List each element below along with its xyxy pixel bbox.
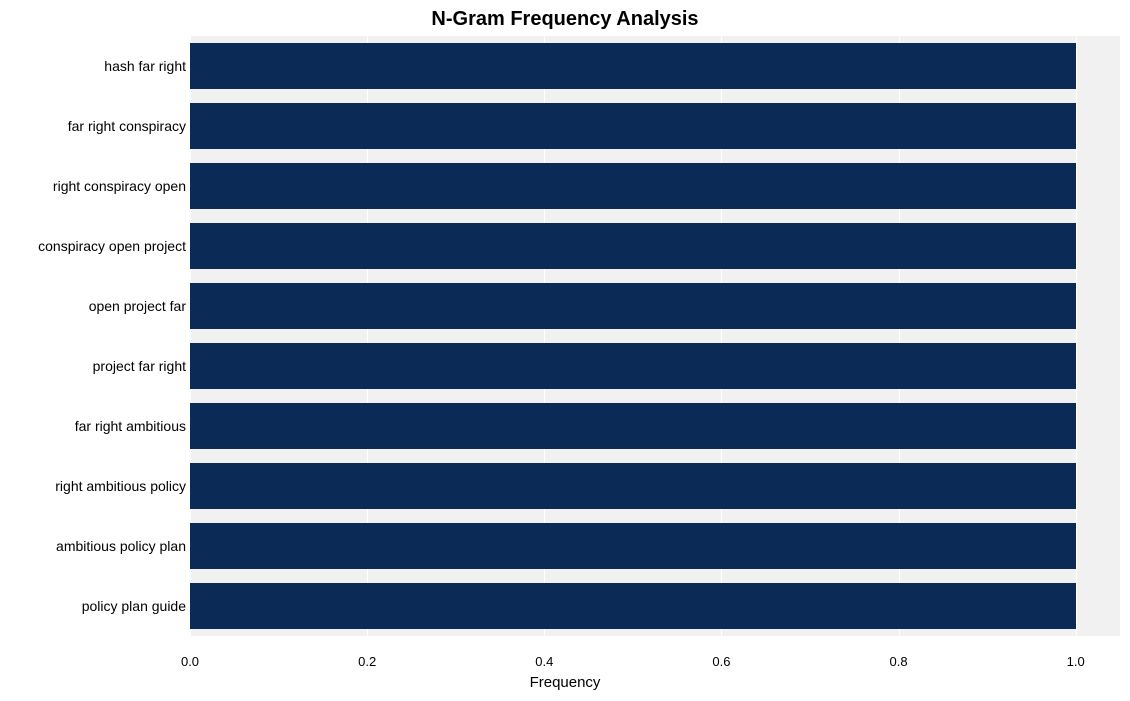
bar [190, 343, 1076, 390]
plot-area [190, 36, 1120, 636]
y-tick-label: project far right [0, 358, 186, 374]
x-tick-label: 0.2 [358, 654, 376, 669]
x-tick-label: 0.8 [890, 654, 908, 669]
bar [190, 403, 1076, 450]
y-tick-label: hash far right [0, 58, 186, 74]
y-tick-label: right ambitious policy [0, 478, 186, 494]
chart-title: N-Gram Frequency Analysis [0, 8, 1130, 31]
bar [190, 163, 1076, 210]
x-axis-ticks: 0.00.20.40.60.81.0 [190, 640, 1120, 670]
x-tick-label: 0.6 [712, 654, 730, 669]
y-axis-labels: hash far right far right conspiracy right … [0, 36, 186, 636]
bar [190, 223, 1076, 270]
bar [190, 103, 1076, 150]
x-tick-label: 0.0 [181, 654, 199, 669]
y-tick-label: far right ambitious [0, 418, 186, 434]
bar [190, 523, 1076, 570]
y-tick-label: far right conspiracy [0, 118, 186, 134]
ngram-chart: N-Gram Frequency Analysis hash far right… [0, 0, 1130, 701]
bar [190, 463, 1076, 510]
bar [190, 283, 1076, 330]
bars-layer [190, 36, 1120, 636]
y-tick-label: open project far [0, 298, 186, 314]
y-tick-label: policy plan guide [0, 598, 186, 614]
y-tick-label: conspiracy open project [0, 238, 186, 254]
bar [190, 583, 1076, 630]
y-tick-label: right conspiracy open [0, 178, 186, 194]
x-tick-label: 1.0 [1067, 654, 1085, 669]
x-axis-label: Frequency [0, 674, 1130, 691]
bar [190, 43, 1076, 90]
y-tick-label: ambitious policy plan [0, 538, 186, 554]
x-tick-label: 0.4 [535, 654, 553, 669]
